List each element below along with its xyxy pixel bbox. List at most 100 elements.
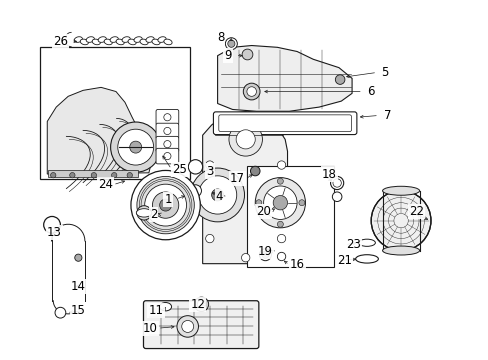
Circle shape bbox=[332, 192, 341, 202]
Text: 14: 14 bbox=[71, 280, 86, 293]
Circle shape bbox=[163, 153, 171, 160]
Text: 1: 1 bbox=[164, 193, 171, 206]
Ellipse shape bbox=[159, 302, 171, 311]
Polygon shape bbox=[202, 111, 287, 264]
Circle shape bbox=[277, 161, 285, 169]
Text: 12: 12 bbox=[190, 298, 205, 311]
Text: 19: 19 bbox=[257, 245, 272, 258]
Text: 10: 10 bbox=[142, 322, 157, 335]
Text: 26: 26 bbox=[53, 35, 68, 48]
Ellipse shape bbox=[128, 39, 136, 45]
Circle shape bbox=[131, 170, 200, 240]
FancyBboxPatch shape bbox=[218, 115, 351, 132]
Text: 4: 4 bbox=[215, 190, 223, 203]
Circle shape bbox=[137, 176, 194, 234]
Ellipse shape bbox=[163, 39, 172, 45]
FancyBboxPatch shape bbox=[156, 148, 179, 164]
Circle shape bbox=[110, 122, 161, 172]
Bar bbox=[40, 47, 189, 179]
Circle shape bbox=[118, 129, 153, 165]
Circle shape bbox=[277, 221, 283, 227]
Circle shape bbox=[255, 200, 261, 206]
Polygon shape bbox=[47, 87, 152, 174]
Circle shape bbox=[50, 172, 56, 178]
Ellipse shape bbox=[134, 37, 142, 42]
Ellipse shape bbox=[382, 186, 419, 195]
Circle shape bbox=[273, 195, 287, 210]
Text: 2: 2 bbox=[150, 208, 157, 221]
Circle shape bbox=[189, 185, 201, 197]
Circle shape bbox=[228, 123, 262, 156]
Circle shape bbox=[263, 186, 297, 220]
Text: 16: 16 bbox=[289, 258, 304, 271]
Text: 13: 13 bbox=[47, 226, 62, 239]
Ellipse shape bbox=[136, 209, 152, 217]
Text: 25: 25 bbox=[172, 163, 187, 176]
Ellipse shape bbox=[122, 37, 130, 42]
Ellipse shape bbox=[145, 37, 154, 42]
Ellipse shape bbox=[140, 39, 148, 45]
FancyBboxPatch shape bbox=[156, 109, 179, 125]
Circle shape bbox=[197, 300, 205, 309]
Ellipse shape bbox=[152, 39, 160, 45]
Ellipse shape bbox=[74, 37, 82, 42]
Circle shape bbox=[194, 297, 208, 311]
Circle shape bbox=[277, 252, 285, 261]
Polygon shape bbox=[217, 45, 351, 111]
Text: 18: 18 bbox=[321, 167, 336, 180]
Circle shape bbox=[188, 160, 202, 174]
Circle shape bbox=[250, 166, 260, 176]
Circle shape bbox=[236, 130, 255, 149]
Circle shape bbox=[277, 234, 285, 243]
Text: 15: 15 bbox=[71, 304, 85, 317]
Circle shape bbox=[205, 234, 214, 243]
Circle shape bbox=[205, 161, 214, 169]
Circle shape bbox=[129, 141, 142, 153]
Circle shape bbox=[198, 176, 236, 214]
Text: 8: 8 bbox=[217, 31, 224, 44]
Circle shape bbox=[370, 191, 430, 251]
Bar bbox=[48, 170, 138, 177]
FancyBboxPatch shape bbox=[143, 301, 258, 348]
Ellipse shape bbox=[104, 39, 112, 45]
Circle shape bbox=[137, 206, 151, 220]
Circle shape bbox=[69, 172, 75, 178]
Text: 17: 17 bbox=[229, 172, 244, 185]
Circle shape bbox=[190, 168, 244, 222]
Text: 3: 3 bbox=[206, 165, 213, 177]
Circle shape bbox=[91, 172, 96, 178]
Ellipse shape bbox=[382, 246, 419, 255]
Text: 20: 20 bbox=[256, 204, 270, 217]
Circle shape bbox=[163, 127, 171, 135]
Circle shape bbox=[177, 316, 198, 337]
Circle shape bbox=[241, 253, 249, 262]
Ellipse shape bbox=[358, 239, 375, 246]
Text: 6: 6 bbox=[366, 85, 374, 98]
Text: 24: 24 bbox=[98, 178, 113, 191]
Circle shape bbox=[211, 189, 223, 201]
Ellipse shape bbox=[92, 39, 100, 45]
Circle shape bbox=[152, 192, 179, 218]
Circle shape bbox=[330, 176, 343, 190]
Circle shape bbox=[111, 172, 117, 178]
Text: 22: 22 bbox=[408, 204, 423, 217]
Ellipse shape bbox=[158, 37, 166, 42]
Circle shape bbox=[332, 179, 341, 187]
Circle shape bbox=[225, 38, 237, 50]
Ellipse shape bbox=[110, 37, 118, 42]
Circle shape bbox=[182, 320, 193, 332]
Text: 7: 7 bbox=[384, 109, 391, 122]
Circle shape bbox=[163, 140, 171, 148]
Circle shape bbox=[43, 216, 61, 233]
Text: 5: 5 bbox=[381, 66, 388, 79]
FancyBboxPatch shape bbox=[213, 112, 356, 135]
Circle shape bbox=[261, 251, 268, 258]
Text: 9: 9 bbox=[224, 49, 231, 62]
Ellipse shape bbox=[86, 37, 94, 42]
Ellipse shape bbox=[98, 37, 106, 42]
Circle shape bbox=[55, 307, 66, 318]
Circle shape bbox=[242, 49, 252, 60]
Circle shape bbox=[163, 114, 171, 121]
Ellipse shape bbox=[80, 39, 88, 45]
FancyBboxPatch shape bbox=[156, 136, 179, 152]
